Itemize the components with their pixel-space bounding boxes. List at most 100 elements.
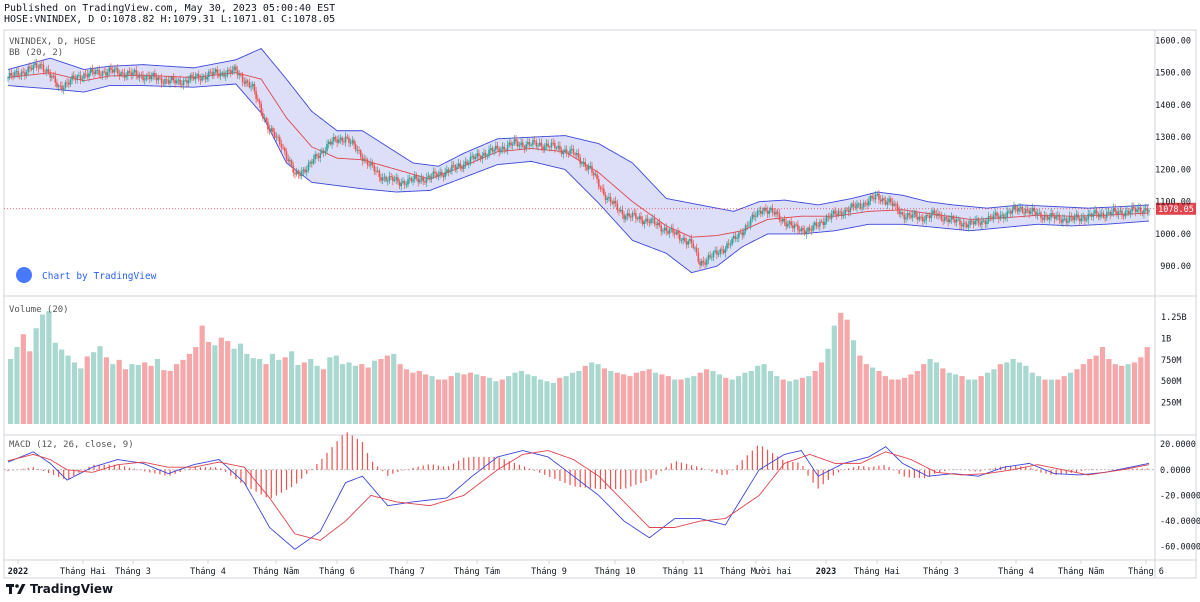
candle-body [8, 73, 11, 78]
macd-histogram-bar [290, 469, 293, 488]
candle-body [19, 75, 21, 77]
candle-body [278, 137, 281, 144]
candle-body [317, 156, 320, 159]
macd-histogram-bar [898, 469, 900, 474]
candle-body [667, 231, 669, 234]
candle-body [1006, 211, 1009, 218]
x-axis-label: Tháng 4 [998, 567, 1034, 577]
candle-body [920, 216, 922, 218]
candle-body [1085, 219, 1088, 221]
macd-histogram-bar [265, 469, 267, 498]
candle-body [954, 219, 956, 223]
volume-bar [825, 348, 831, 424]
candle-body [361, 156, 364, 162]
candle-body [935, 213, 938, 217]
last-price-tag [1156, 202, 1196, 215]
candle-body [889, 198, 892, 203]
candle-body [937, 213, 939, 217]
volume-bar [384, 355, 390, 424]
candle-body [729, 244, 732, 246]
candle-body [618, 210, 620, 212]
candle-body [916, 216, 919, 220]
bb-indicator-label: BB (20, 2) [9, 48, 63, 58]
candle-body [184, 80, 187, 82]
macd-histogram-bar [260, 469, 262, 495]
macd-histogram-bar [589, 469, 591, 489]
candle-body [1102, 213, 1105, 218]
candle-body [1008, 211, 1010, 213]
candle-body [142, 75, 144, 81]
candle-body [785, 222, 787, 227]
candle-body [228, 70, 230, 71]
tradingview-logo[interactable]: TradingView [6, 582, 113, 596]
volume-tick-label: 500M [1161, 377, 1181, 387]
macd-tick-label: -40.0000 [1160, 517, 1200, 527]
candle-body [1013, 205, 1015, 210]
volume-bar [480, 376, 486, 424]
candle-body [554, 143, 556, 149]
volume-bar [806, 376, 812, 424]
candle-body [768, 210, 771, 214]
candle-body [851, 203, 853, 208]
macd-histogram-bar [989, 468, 991, 470]
candle-body [500, 149, 502, 153]
macd-histogram-bar [756, 445, 759, 470]
candle-body [1021, 206, 1024, 213]
macd-pane-title: MACD (12, 26, close, 9) [9, 440, 134, 450]
candle-body [542, 146, 544, 150]
candle-body [927, 215, 929, 216]
candle-body [39, 64, 41, 69]
candle-body [606, 198, 608, 200]
macd-histogram-bar [447, 466, 450, 470]
candle-body [494, 145, 497, 150]
candle-body [1127, 210, 1130, 214]
candle-body [407, 179, 409, 185]
macd-histogram-bar [189, 468, 191, 470]
candle-body [655, 223, 657, 226]
macd-histogram-bar [194, 467, 196, 470]
candle-body [906, 213, 909, 218]
candle-body [1092, 213, 1095, 217]
volume-bar [135, 364, 141, 424]
candle-body [749, 218, 752, 226]
candle-body [1116, 210, 1118, 215]
volume-bar [646, 369, 652, 424]
candle-body [808, 227, 811, 231]
volume-bar [486, 377, 493, 424]
macd-histogram-bar [969, 469, 971, 471]
candle-body [339, 137, 342, 140]
macd-histogram-bar [503, 459, 505, 470]
candle-body [846, 209, 848, 211]
candle-body [449, 170, 452, 173]
candle-body [103, 71, 106, 73]
tradingview-brand: TradingView [30, 582, 114, 596]
candle-body [562, 151, 565, 155]
candle-body [1080, 217, 1083, 222]
macd-histogram-bar [371, 461, 374, 470]
candle-body [71, 75, 73, 80]
candle-body [365, 158, 367, 160]
macd-histogram-bar [751, 450, 753, 470]
volume-bar [110, 364, 116, 424]
macd-histogram-bar [22, 468, 24, 470]
candle-body [802, 228, 804, 231]
candle-body [13, 71, 16, 77]
candle-body [792, 225, 794, 229]
candle-body [982, 220, 985, 222]
candle-body [52, 75, 55, 77]
candle-body [886, 202, 889, 205]
candle-body [209, 71, 212, 73]
candle-body [35, 63, 38, 68]
candle-body [446, 169, 448, 172]
candle-body [1072, 217, 1074, 221]
macd-histogram-bar [604, 469, 607, 490]
candle-body [770, 208, 772, 211]
candle-body [226, 70, 229, 76]
volume-pane-title: Volume (20) [9, 305, 69, 315]
volume-bar [1099, 347, 1106, 424]
candle-body [169, 80, 171, 84]
candle-body [549, 146, 551, 148]
candle-body [989, 216, 992, 217]
candle-body [140, 74, 143, 76]
